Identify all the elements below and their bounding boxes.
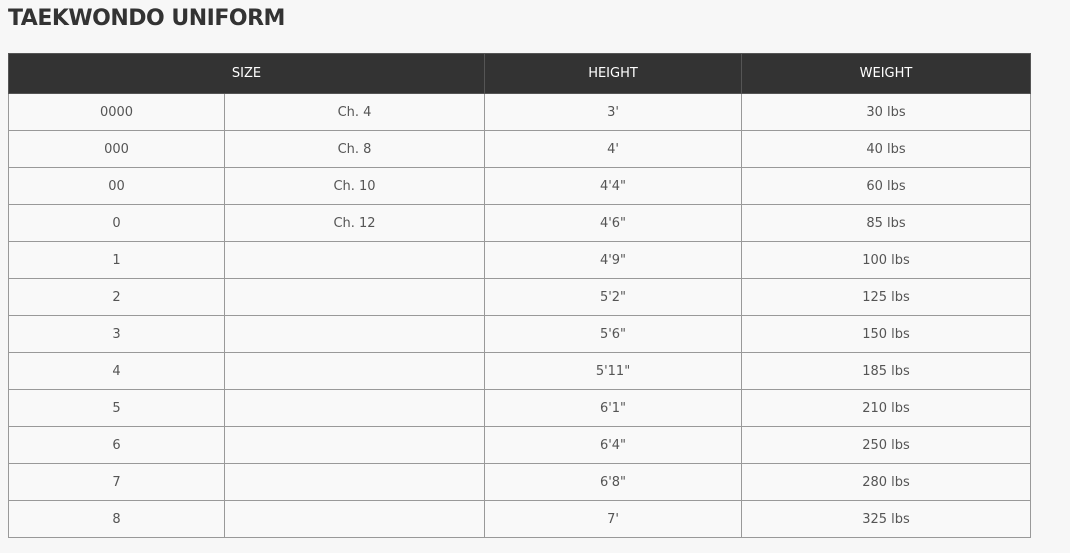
table-cell: 250 lbs: [741, 426, 1031, 464]
table-row: 000 Ch. 8 4' 40 lbs: [8, 130, 1031, 168]
table-row: 7 6'8" 280 lbs: [8, 463, 1031, 501]
table-cell: [224, 463, 485, 501]
table-cell: 8: [8, 500, 225, 538]
table-cell: 4: [8, 352, 225, 390]
table-cell: 6: [8, 426, 225, 464]
table-cell: 60 lbs: [741, 167, 1031, 205]
table-cell: [224, 352, 485, 390]
table-cell: 1: [8, 241, 225, 279]
table-cell: 3': [484, 93, 742, 131]
table-cell: 5'6": [484, 315, 742, 353]
header-row: SIZE HEIGHT WEIGHT: [8, 53, 1031, 94]
table-row: 1 4'9" 100 lbs: [8, 241, 1031, 279]
table-row: 00 Ch. 10 4'4" 60 lbs: [8, 167, 1031, 205]
table-row: 5 6'1" 210 lbs: [8, 389, 1031, 427]
header-cell: SIZE: [8, 53, 485, 94]
table-cell: 000: [8, 130, 225, 168]
table-cell: [224, 241, 485, 279]
table-row: 8 7' 325 lbs: [8, 500, 1031, 538]
size-table: SIZE HEIGHT WEIGHT 0000 Ch. 4 3' 30 lbs 000 Ch.…: [8, 53, 1031, 538]
table-cell: 5'2": [484, 278, 742, 316]
table-cell: [224, 278, 485, 316]
table-cell: [224, 315, 485, 353]
table-cell: 3: [8, 315, 225, 353]
table-cell: 85 lbs: [741, 204, 1031, 242]
table-cell: Ch. 4: [224, 93, 485, 131]
table-cell: 4'4": [484, 167, 742, 205]
header-cell: WEIGHT: [741, 53, 1031, 94]
table-cell: 0: [8, 204, 225, 242]
table-cell: [224, 389, 485, 427]
table-row: 3 5'6" 150 lbs: [8, 315, 1031, 353]
table-cell: Ch. 8: [224, 130, 485, 168]
table-cell: 4'6": [484, 204, 742, 242]
table-cell: 00: [8, 167, 225, 205]
table-row: 2 5'2" 125 lbs: [8, 278, 1031, 316]
table-cell: 6'4": [484, 426, 742, 464]
table-cell: 185 lbs: [741, 352, 1031, 390]
table-cell: 5: [8, 389, 225, 427]
table-cell: 210 lbs: [741, 389, 1031, 427]
table-row: 4 5'11" 185 lbs: [8, 352, 1031, 390]
table-row: 0000 Ch. 4 3' 30 lbs: [8, 93, 1031, 131]
table-cell: 125 lbs: [741, 278, 1031, 316]
table-cell: 150 lbs: [741, 315, 1031, 353]
table-body: 0000 Ch. 4 3' 30 lbs 000 Ch. 8 4' 40 lbs 00 Ch. 1…: [8, 93, 1031, 538]
table-cell: 7': [484, 500, 742, 538]
table-row: 6 6'4" 250 lbs: [8, 426, 1031, 464]
table-cell: 2: [8, 278, 225, 316]
table-cell: 6'8": [484, 463, 742, 501]
table-cell: 4': [484, 130, 742, 168]
table-cell: [224, 426, 485, 464]
table-cell: 4'9": [484, 241, 742, 279]
table-cell: Ch. 12: [224, 204, 485, 242]
table-cell: 100 lbs: [741, 241, 1031, 279]
table-cell: 0000: [8, 93, 225, 131]
table-cell: 280 lbs: [741, 463, 1031, 501]
table-cell: 40 lbs: [741, 130, 1031, 168]
table-cell: [224, 500, 485, 538]
table-cell: 6'1": [484, 389, 742, 427]
table-cell: 30 lbs: [741, 93, 1031, 131]
table-cell: 5'11": [484, 352, 742, 390]
table-cell: 325 lbs: [741, 500, 1031, 538]
table-row: 0 Ch. 12 4'6" 85 lbs: [8, 204, 1031, 242]
table-cell: Ch. 10: [224, 167, 485, 205]
page-title: TAEKWONDO UNIFORM: [8, 6, 285, 31]
table-cell: 7: [8, 463, 225, 501]
header-cell: HEIGHT: [484, 53, 742, 94]
